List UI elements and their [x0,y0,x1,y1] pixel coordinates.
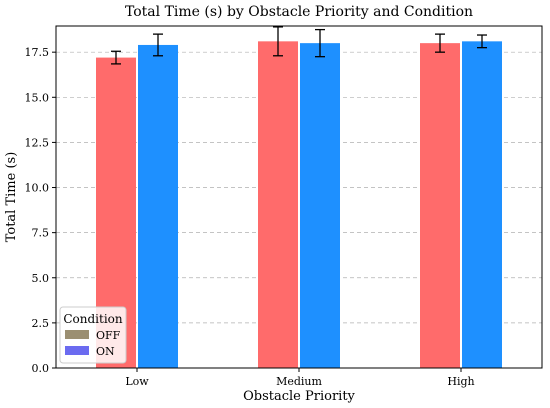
y-tick-label: 17.5 [25,46,50,59]
y-tick-label: 15.0 [25,91,50,104]
bar-off-medium [258,41,298,369]
x-axis-label: Obstacle Priority [243,389,355,404]
y-tick-label: 5.0 [32,272,50,285]
legend-title: Condition [63,312,123,326]
y-tick-label: 7.5 [32,227,50,240]
x-tick-label: Medium [276,375,322,388]
error-bars [111,26,487,65]
legend-label-on: ON [96,345,115,358]
legend-swatch-on [65,346,89,355]
bar-on-high [462,41,502,369]
x-axis-ticks: Low Medium High [125,368,475,388]
x-tick-label: Low [125,375,149,388]
bar-on-medium [300,43,340,369]
y-tick-label: 0.0 [32,362,50,375]
x-tick-label: High [447,375,474,388]
bar-on-low [138,44,178,369]
y-tick-label: 10.0 [25,182,50,195]
legend: Condition OFF ON [59,306,127,364]
grid-lines [56,51,542,324]
y-axis-ticks: 0.0 2.5 5.0 7.5 10.0 12.5 15.0 17.5 [25,46,56,375]
bar-off-high [420,43,460,369]
bars [96,41,502,369]
chart-title: Total Time (s) by Obstacle Priority and … [125,4,473,20]
y-axis-label: Total Time (s) [4,152,19,243]
legend-swatch-off [65,330,89,339]
y-tick-label: 2.5 [32,317,50,330]
legend-label-off: OFF [96,329,121,342]
y-tick-label: 12.5 [25,136,50,149]
